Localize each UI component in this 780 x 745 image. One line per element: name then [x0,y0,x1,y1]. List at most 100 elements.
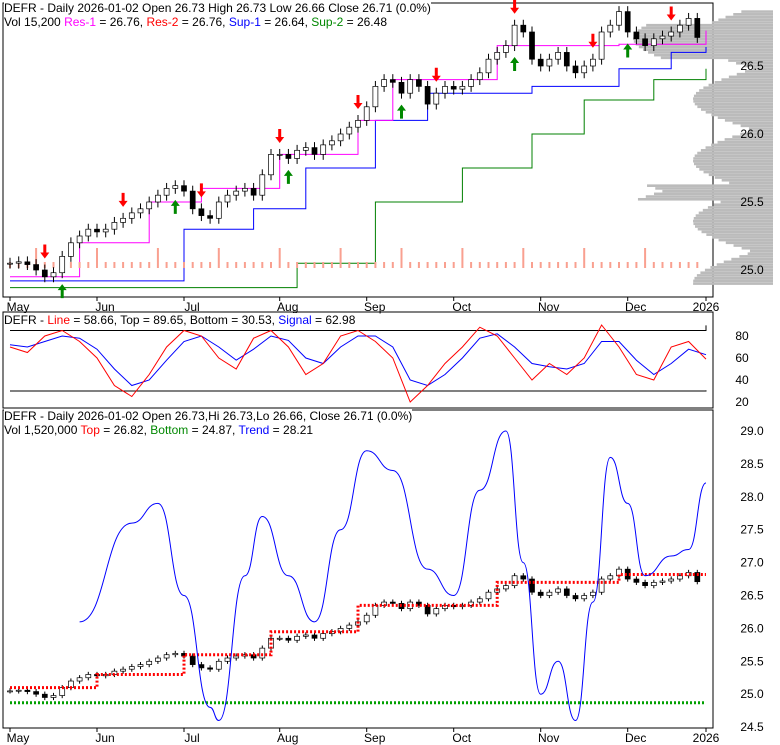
x-tick-label: Dec [625,731,646,745]
trend-candle-body [146,660,153,665]
candle-body [659,35,666,40]
volume-profile-bar [655,187,773,190]
candle-body [94,228,100,233]
volume-bar [148,262,151,268]
volume-bar [687,262,690,268]
volume-bar [661,262,664,268]
volume-bar [565,262,568,268]
candle-body [276,154,283,156]
trend-candle-body [537,591,544,596]
candle-body [285,154,292,159]
volume-profile-bar [749,249,773,253]
volume-profile-bar [693,100,773,103]
volume-profile-bar [705,146,773,149]
x-tick-label: Oct [452,731,471,745]
candle-body [250,188,257,196]
volume-profile-bar [739,255,773,258]
volume-profile-bar [694,102,773,106]
panel2-header: DEFR - Line = 58.66, Top = 89.65, Bottom… [4,313,356,327]
x-tick-label: Nov [538,731,559,745]
candle-body [137,208,144,214]
candle-body [668,31,675,37]
trend-candle-body [598,578,605,593]
volume-bar [270,262,272,268]
buy-arrow-icon [283,169,293,184]
candle-body [494,52,501,60]
volume-bar [548,262,551,268]
sup1-value: = 26.64, [260,15,312,29]
osc-tick-label: 80 [735,329,749,343]
volume-profile-bar [696,274,773,277]
price-tick-label: 25.0 [740,263,764,277]
volume-bar [278,248,281,268]
volume-bar [591,262,594,268]
trend-candle-body [468,601,474,606]
sup2-line [10,68,707,289]
volume-bar [435,262,438,268]
volume-profile-bar [748,127,773,130]
trend-candle-body [633,578,640,583]
volume-profile-bar [703,170,773,174]
trend-ohlc-text: DEFR - Daily 2026-01-02 Open 26.73,Hi 26… [4,409,413,423]
trend-candle-body [294,635,300,641]
trend-candle-body [607,575,614,580]
candle-body [650,38,657,46]
volume-profile-bar [707,206,773,209]
volume-bar [252,262,255,268]
candle-body [233,190,240,196]
volume-profile-bar [718,238,773,242]
candle-body [224,194,231,203]
osc-main-line [9,324,707,403]
volume-bar [235,262,238,268]
volume-profile-bar [693,217,773,220]
volume-bar [139,262,142,268]
volume-bar [374,262,377,268]
volume-bar [87,262,90,268]
candle-body [616,11,622,26]
panel-frame-2 [2,311,714,409]
volume-bar [478,262,481,268]
volume-bar [383,262,386,268]
volume-bar [504,262,507,268]
sell-arrow-icon [431,67,441,82]
osc-top-line [10,325,707,331]
volume-profile-bar [711,21,773,24]
volume-bar [444,262,446,268]
volume-profile-bar [710,265,773,269]
volume-profile-bar [693,219,773,223]
volume-profile-bar [697,151,773,155]
volume-profile-bar [654,53,773,57]
sell-arrow-icon [588,33,598,48]
sell-arrow-icon [196,183,206,198]
buy-arrow-icon [397,104,406,119]
volume-profile-bar [752,67,773,71]
volume-profile-bar [732,135,773,139]
trend-candle-body [668,578,675,582]
volume-profile-bar [708,83,773,87]
panel1-header: DEFR - Daily 2026-01-02 Open 26.73 High … [4,1,431,29]
volume-bar [156,248,159,268]
osc-prefix: DEFR - [4,313,48,327]
volume-profile-bar [723,260,773,264]
candle-body [355,120,361,128]
top-value: = 26.82, [99,423,151,437]
volume-profile-bar [700,149,773,152]
volume-bar [487,262,490,268]
candle-body [181,185,187,192]
volume-bar [209,262,212,268]
candle-body [111,222,118,230]
volume-bar [130,262,133,268]
trend-candle-body [694,572,701,583]
candle-body [259,174,266,196]
candle-body [120,217,126,223]
volume-profile-bar [721,78,773,81]
volume-profile-bar [693,222,773,226]
volume-profile-bar [700,271,773,275]
sup1-line [10,46,707,282]
osc-line-label: Line [47,313,71,327]
candle-body [294,149,300,159]
volume-bar [191,262,194,268]
candle-body [172,185,179,189]
volume-bar [69,262,72,268]
